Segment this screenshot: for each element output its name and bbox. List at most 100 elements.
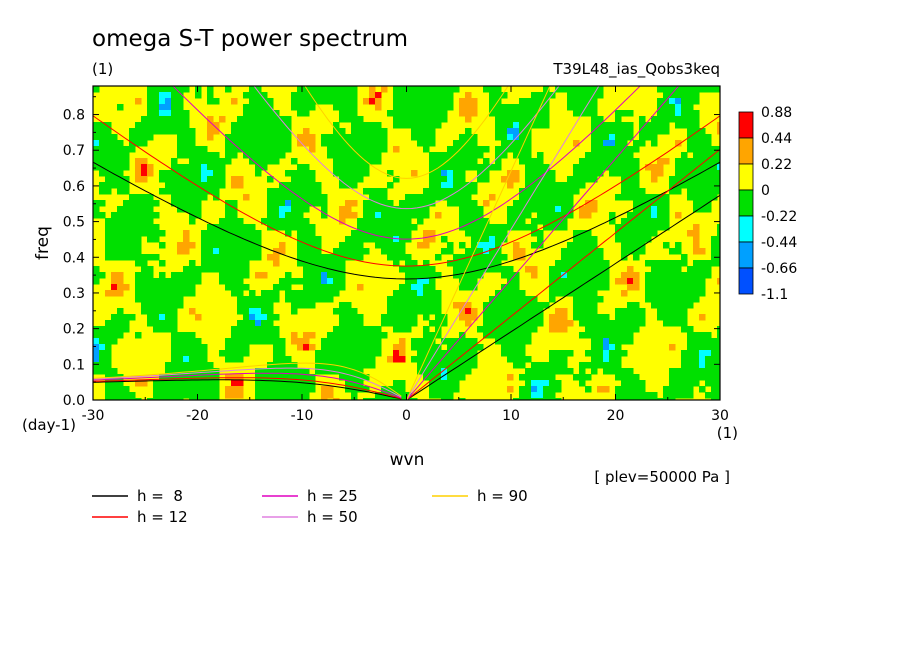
heatmap-cell xyxy=(147,314,154,321)
heatmap-cell xyxy=(471,314,478,321)
heatmap-cell xyxy=(309,248,316,255)
heatmap-cell xyxy=(183,152,190,159)
heatmap-cell xyxy=(513,362,520,369)
heatmap-cell xyxy=(633,194,640,201)
heatmap-cell xyxy=(501,230,508,237)
heatmap-cell xyxy=(195,386,202,393)
heatmap-cell xyxy=(225,254,232,261)
heatmap-cell xyxy=(159,122,166,129)
heatmap-cell xyxy=(321,284,328,291)
heatmap-cell xyxy=(207,224,214,231)
heatmap-cell xyxy=(237,350,244,357)
heatmap-cell xyxy=(303,170,310,177)
heatmap-cell xyxy=(117,398,124,400)
heatmap-cell xyxy=(693,290,700,297)
heatmap-cell xyxy=(93,158,100,165)
heatmap-cell xyxy=(273,158,280,165)
heatmap-cell xyxy=(585,290,592,297)
heatmap-cell xyxy=(105,230,112,237)
heatmap-cell xyxy=(681,392,688,399)
heatmap-cell xyxy=(561,278,568,285)
heatmap-cell xyxy=(411,92,418,99)
heatmap-cell xyxy=(387,308,394,315)
heatmap-cell xyxy=(423,212,430,219)
dispersion-curve xyxy=(93,372,402,399)
heatmap-cell xyxy=(93,122,100,129)
heatmap-cell xyxy=(249,134,256,141)
heatmap-cell xyxy=(465,206,472,213)
heatmap-cell xyxy=(111,218,118,225)
heatmap-cell xyxy=(351,212,358,219)
heatmap-cell xyxy=(177,356,184,363)
heatmap-cell xyxy=(207,230,214,237)
heatmap-cell xyxy=(459,308,466,315)
heatmap-cell xyxy=(615,350,622,357)
heatmap-cell xyxy=(177,122,184,129)
heatmap-cell xyxy=(483,176,490,183)
heatmap-cell xyxy=(705,158,712,165)
heatmap-cell xyxy=(225,278,232,285)
heatmap-cell xyxy=(669,116,676,123)
heatmap-cell xyxy=(537,308,544,315)
heatmap-cell xyxy=(669,398,676,400)
heatmap-cell xyxy=(129,212,136,219)
heatmap-cell xyxy=(579,332,586,339)
heatmap-cell xyxy=(435,314,442,321)
heatmap-cell xyxy=(297,110,304,117)
heatmap-cell xyxy=(165,188,172,195)
heatmap-cell xyxy=(189,158,196,165)
heatmap-cell xyxy=(537,158,544,165)
heatmap-cell xyxy=(411,290,418,297)
heatmap-cell xyxy=(717,344,720,351)
heatmap-cell xyxy=(591,170,598,177)
heatmap-cell xyxy=(135,212,142,219)
heatmap-cell xyxy=(447,248,454,255)
heatmap-cell xyxy=(657,98,664,105)
heatmap-cell xyxy=(141,284,148,291)
heatmap-cell xyxy=(129,200,136,207)
heatmap-cell xyxy=(369,230,376,237)
heatmap-cell xyxy=(213,152,220,159)
heatmap-cell xyxy=(207,374,214,381)
heatmap-cell xyxy=(459,110,466,117)
heatmap-cell xyxy=(99,368,106,375)
heatmap-cell xyxy=(615,332,622,339)
heatmap-cell xyxy=(105,344,112,351)
heatmap-cell xyxy=(525,296,532,303)
heatmap-cell xyxy=(537,98,544,105)
heatmap-cell xyxy=(417,122,424,129)
heatmap-cell xyxy=(699,188,706,195)
heatmap-cell xyxy=(417,296,424,303)
heatmap-cell xyxy=(603,332,610,339)
heatmap-cell xyxy=(189,272,196,279)
heatmap-cell xyxy=(123,314,130,321)
heatmap-cell xyxy=(153,302,160,309)
heatmap-cell xyxy=(423,338,430,345)
heatmap-cell xyxy=(519,326,526,333)
heatmap-cell xyxy=(171,122,178,129)
heatmap-cell xyxy=(555,212,562,219)
heatmap-cell xyxy=(339,260,346,267)
heatmap-cell xyxy=(459,170,466,177)
heatmap-cell xyxy=(705,260,712,267)
heatmap-cell xyxy=(573,296,580,303)
heatmap-cell xyxy=(285,398,292,400)
heatmap-cell xyxy=(177,242,184,249)
heatmap-cell xyxy=(561,314,568,321)
heatmap-cell xyxy=(183,266,190,273)
heatmap-cell xyxy=(411,170,418,177)
heatmap-cell xyxy=(591,368,598,375)
heatmap-cell xyxy=(591,302,598,309)
heatmap-cell xyxy=(333,122,340,129)
heatmap-cell xyxy=(579,176,586,183)
heatmap-cell xyxy=(615,194,622,201)
heatmap-cell xyxy=(309,134,316,141)
y-tick-label: 0.3 xyxy=(63,286,85,302)
heatmap-cell xyxy=(285,224,292,231)
heatmap-cell xyxy=(477,176,484,183)
heatmap-cell xyxy=(177,272,184,279)
heatmap-cell xyxy=(627,326,634,333)
heatmap-cell xyxy=(435,86,442,93)
heatmap-cell xyxy=(279,338,286,345)
